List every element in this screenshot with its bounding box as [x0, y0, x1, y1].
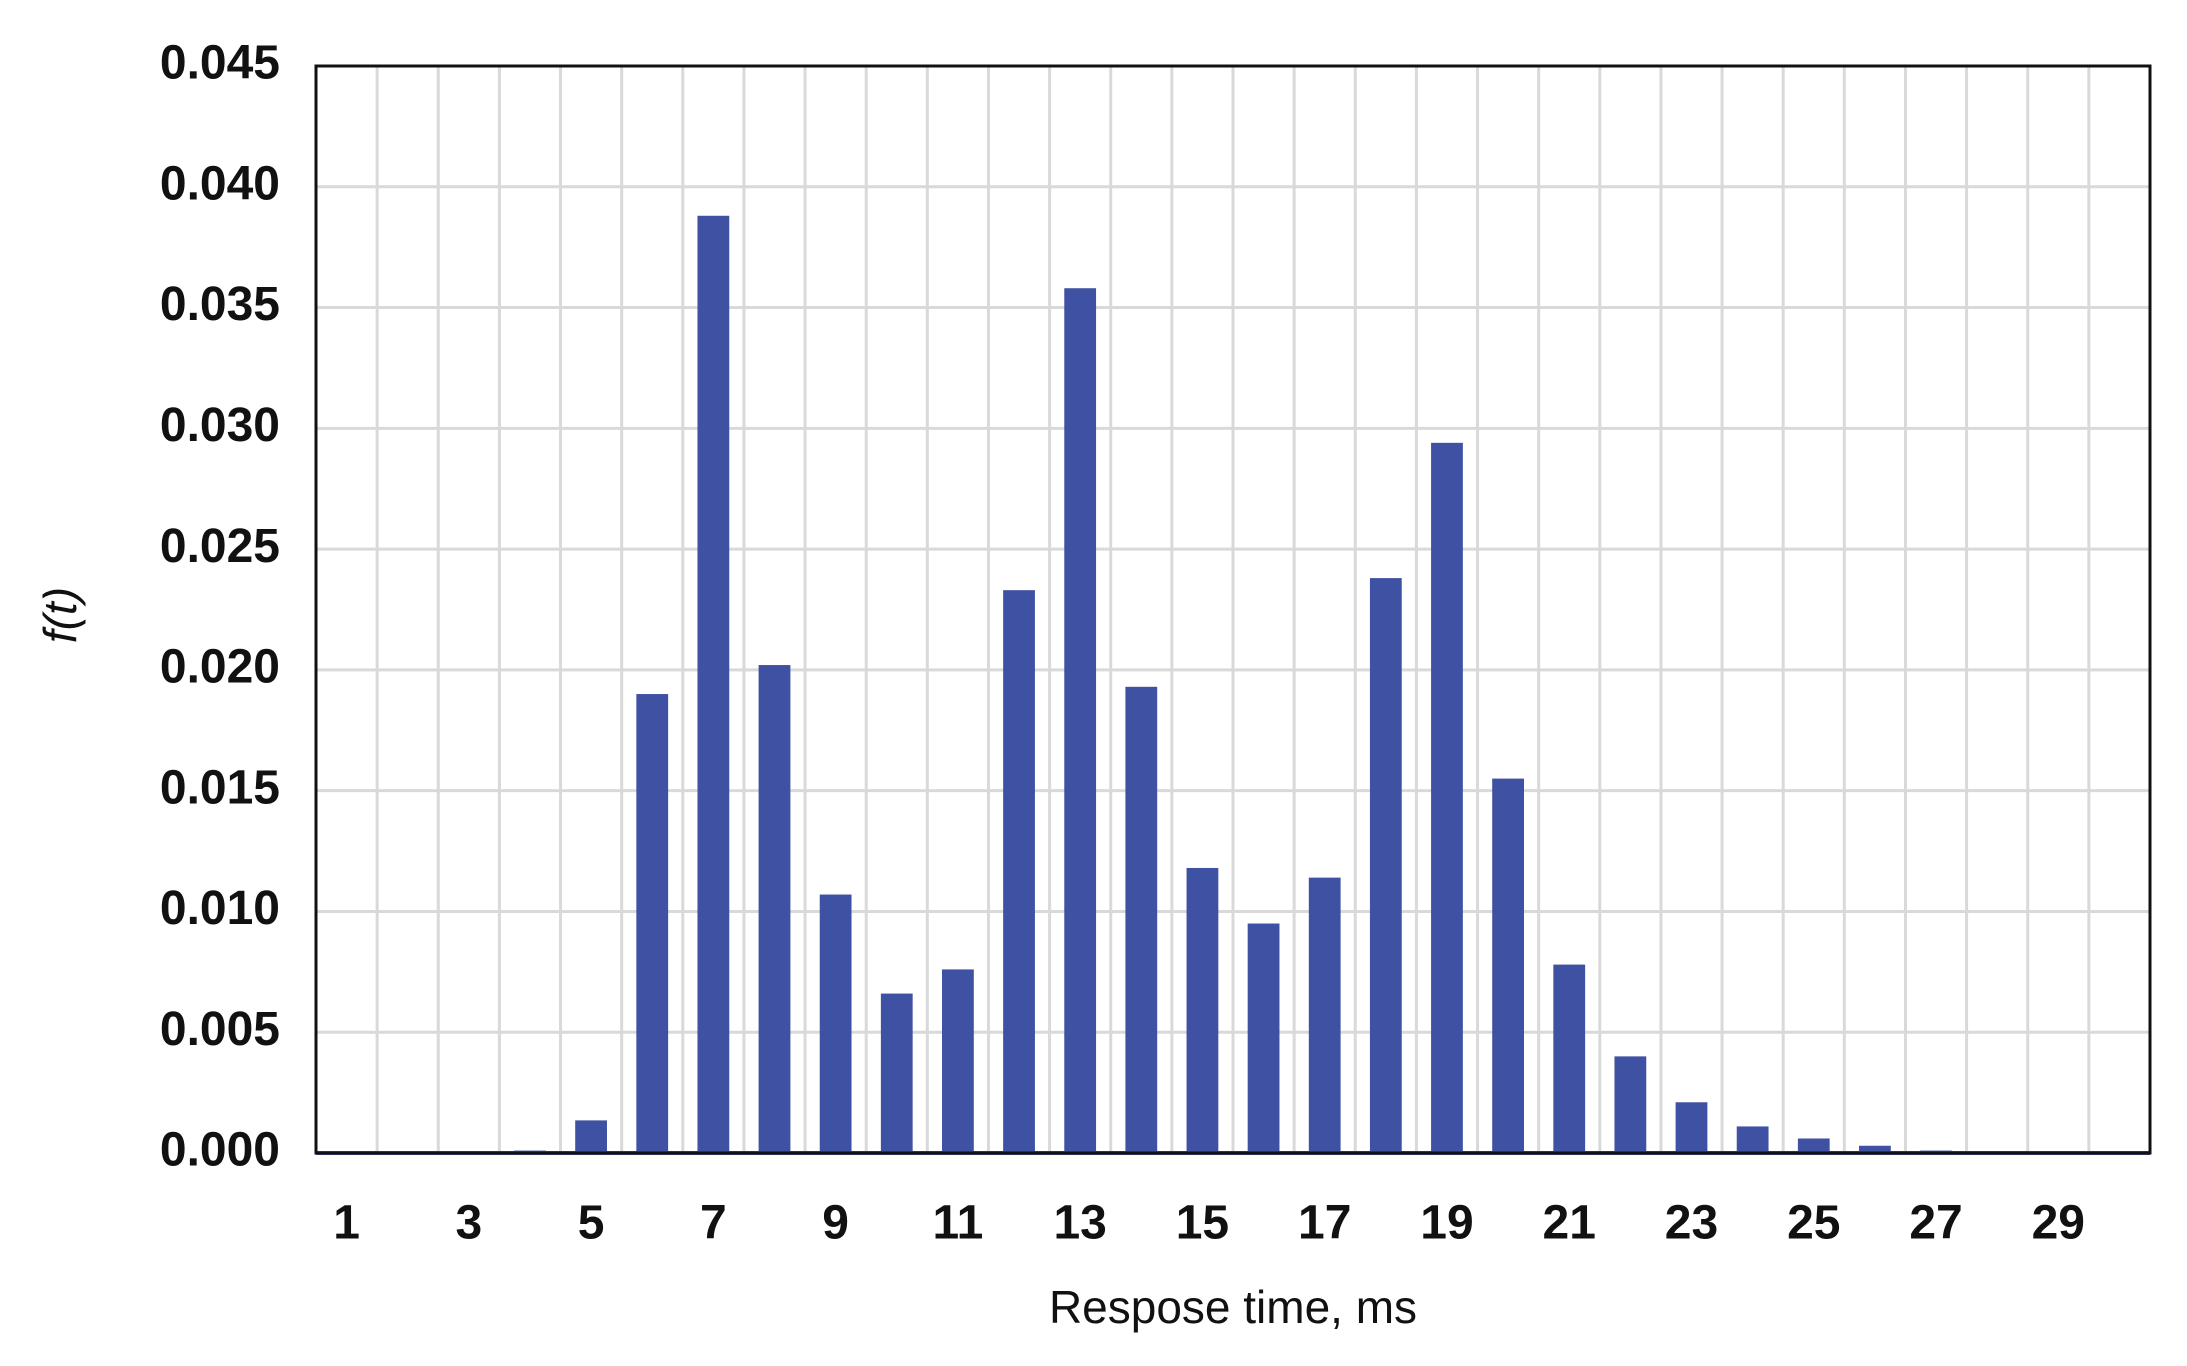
bar: [697, 215, 730, 1153]
x-tick-label: 17: [1298, 1197, 1351, 1250]
bar: [880, 993, 913, 1153]
bar: [1859, 1145, 1891, 1153]
y-tick-label: 0.025: [160, 520, 280, 573]
x-tick-label: 25: [1787, 1197, 1840, 1250]
y-tick-label: 0.000: [160, 1124, 280, 1177]
x-tick-label: 19: [1420, 1197, 1473, 1250]
y-tick-label: 0.035: [160, 278, 280, 331]
x-tick-label: 7: [700, 1197, 727, 1250]
x-axis-title: Respose time, ms: [1049, 1281, 1417, 1333]
bar: [1675, 1102, 1708, 1153]
bar: [1492, 778, 1524, 1153]
x-tick-label: 5: [578, 1197, 605, 1250]
x-tick-label: 29: [2032, 1197, 2085, 1250]
bar: [575, 1120, 607, 1153]
bar: [1614, 1056, 1647, 1153]
bar: [1797, 1138, 1830, 1153]
y-tick-label: 0.045: [160, 37, 280, 90]
plot-frame: [314, 64, 2152, 1155]
bar: [942, 969, 974, 1153]
bar: [758, 665, 791, 1153]
x-tick-label: 1: [333, 1197, 360, 1250]
bar: [1369, 578, 1402, 1153]
bar: [1308, 877, 1341, 1153]
y-tick-label: 0.015: [160, 761, 280, 814]
bar: [1431, 442, 1463, 1153]
x-tick-label: 23: [1665, 1197, 1718, 1250]
y-tick-label: 0.030: [160, 399, 280, 452]
y-tick-label: 0.040: [160, 157, 280, 210]
bar: [1736, 1126, 1769, 1153]
bar: [636, 694, 669, 1153]
y-axis-title: f(t): [34, 587, 86, 643]
x-tick-label: 27: [1909, 1197, 1962, 1250]
y-tick-label: 0.010: [160, 882, 280, 935]
x-tick-label: 9: [822, 1197, 849, 1250]
x-tick-label: 3: [455, 1197, 482, 1250]
bar: [1553, 964, 1586, 1153]
bar: [1064, 288, 1097, 1154]
bar: [1003, 590, 1035, 1153]
y-tick-label: 0.005: [160, 1003, 280, 1056]
x-tick-label: 15: [1176, 1197, 1229, 1250]
bar: [1125, 686, 1158, 1153]
bar: [819, 894, 852, 1153]
x-tick-label: 21: [1543, 1197, 1596, 1250]
y-tick-label: 0.020: [160, 641, 280, 694]
x-tick-label: 13: [1053, 1197, 1106, 1250]
bar: [1247, 923, 1280, 1153]
x-tick-label: 11: [933, 1197, 984, 1250]
bar: [1186, 867, 1219, 1153]
